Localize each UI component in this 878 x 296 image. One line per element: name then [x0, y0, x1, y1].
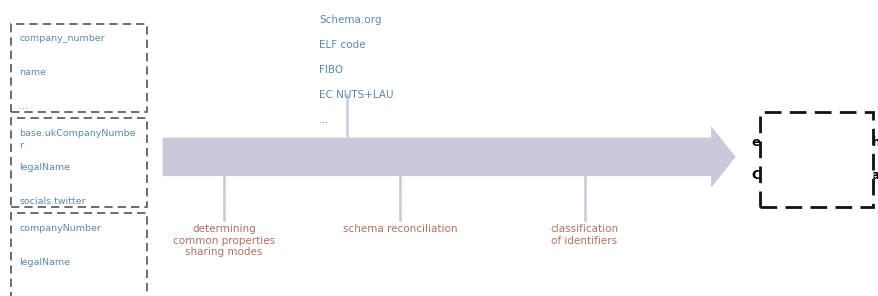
Text: base.ukCompanyNumbe: base.ukCompanyNumbe [19, 129, 136, 138]
Text: euBusinessGraph: euBusinessGraph [751, 136, 878, 149]
Text: legalName: legalName [19, 258, 70, 266]
FancyBboxPatch shape [11, 118, 147, 207]
Text: ...: ... [19, 291, 28, 296]
FancyArrow shape [162, 126, 735, 188]
Text: classification
of identifiers: classification of identifiers [550, 224, 618, 246]
Text: socials.twitter: socials.twitter [19, 197, 86, 205]
FancyBboxPatch shape [11, 213, 147, 296]
FancyBboxPatch shape [11, 24, 147, 112]
Text: companyNumber: companyNumber [19, 224, 101, 233]
Text: ...: ... [319, 115, 329, 126]
Text: ELF code: ELF code [319, 40, 365, 50]
Text: legalName: legalName [19, 163, 70, 172]
Text: company_number: company_number [19, 34, 104, 43]
Text: r: r [19, 141, 24, 150]
FancyBboxPatch shape [759, 112, 872, 207]
Text: EC NUTS+LAU: EC NUTS+LAU [319, 90, 393, 100]
Text: Common Schema: Common Schema [752, 169, 878, 182]
Text: determining
common properties
sharing modes: determining common properties sharing mo… [173, 224, 275, 258]
Text: Schema.org: Schema.org [319, 15, 381, 25]
Text: FIBO: FIBO [319, 65, 342, 75]
Text: ...: ... [19, 102, 28, 111]
Text: name: name [19, 68, 47, 77]
Text: schema reconciliation: schema reconciliation [342, 224, 457, 234]
